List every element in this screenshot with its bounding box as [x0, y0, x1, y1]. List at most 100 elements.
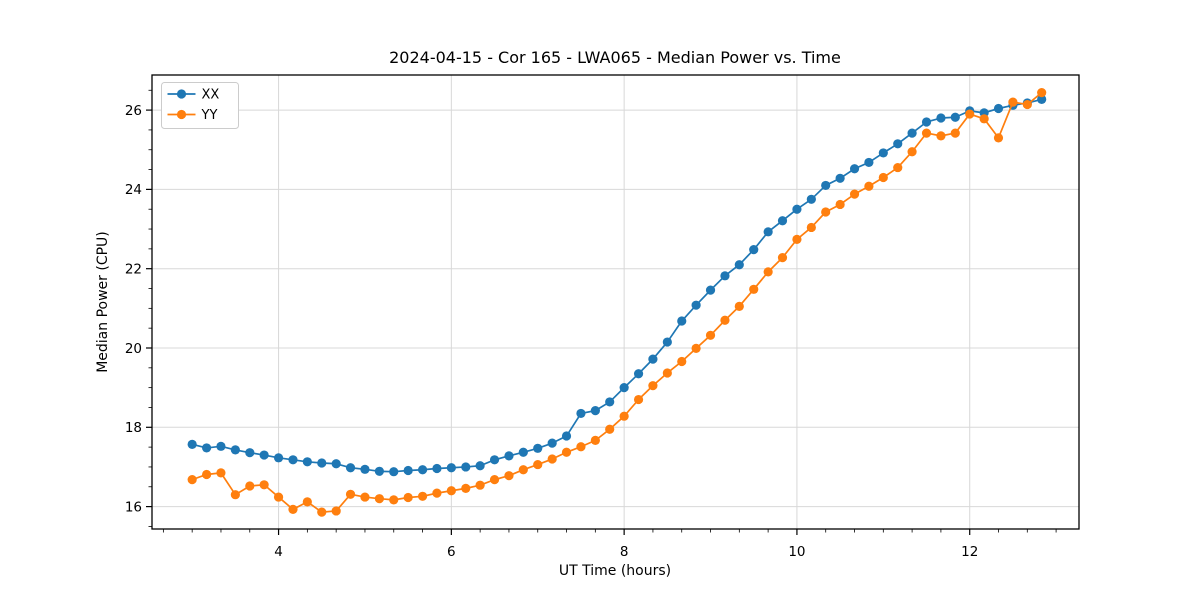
data-point — [979, 114, 989, 124]
data-point — [936, 131, 946, 141]
data-point — [288, 455, 298, 465]
data-point — [590, 435, 600, 445]
data-point — [302, 457, 312, 467]
legend-label-xx: XX — [202, 88, 220, 103]
data-point — [187, 475, 197, 485]
data-point — [432, 463, 442, 474]
data-point — [489, 475, 500, 485]
data-point — [763, 267, 773, 277]
legend-box — [161, 82, 239, 129]
data-point — [230, 490, 240, 500]
data-point — [317, 507, 327, 517]
data-point — [389, 495, 399, 505]
data-point — [993, 103, 1004, 114]
data-point — [446, 486, 456, 496]
data-point — [1008, 97, 1018, 107]
data-point — [619, 383, 629, 393]
data-point — [374, 494, 384, 504]
y-tick-label: 20 — [125, 341, 142, 357]
data-point — [921, 117, 932, 127]
data-point — [331, 459, 341, 469]
axis-ticks — [146, 89, 1057, 535]
data-point — [806, 222, 816, 233]
axes-spines — [151, 74, 1080, 530]
data-point — [518, 465, 528, 475]
data-point — [245, 448, 255, 458]
data-point — [1022, 99, 1032, 110]
data-point — [302, 497, 312, 507]
y-tick-label: 16 — [125, 499, 142, 515]
data-point — [317, 458, 327, 468]
y-axis-label: Median Power (CPU) — [95, 231, 111, 373]
data-point — [749, 245, 759, 255]
data-point — [202, 469, 212, 480]
data-point — [547, 438, 557, 448]
data-point — [633, 394, 644, 405]
data-point — [619, 411, 629, 421]
data-point — [504, 451, 514, 461]
legend: XX YY — [161, 82, 239, 129]
data-point — [849, 189, 860, 199]
data-point — [777, 252, 788, 263]
data-point — [576, 442, 586, 452]
data-point — [273, 492, 284, 502]
data-point — [259, 450, 269, 460]
data-point — [230, 445, 240, 455]
data-point — [705, 285, 716, 295]
data-point — [187, 439, 197, 449]
legend-marker — [176, 109, 187, 120]
data-point — [331, 506, 341, 516]
data-point — [403, 492, 413, 503]
data-point — [345, 489, 356, 499]
series-markers-yy — [187, 88, 1047, 517]
data-point — [374, 466, 384, 476]
data-point — [864, 181, 874, 191]
y-tick-label: 26 — [125, 103, 142, 119]
data-point — [360, 492, 370, 502]
data-point — [864, 157, 874, 168]
data-point — [561, 447, 572, 457]
data-point — [734, 260, 744, 270]
data-point — [605, 397, 615, 407]
data-point — [907, 147, 917, 157]
data-point — [677, 316, 687, 326]
data-point — [821, 207, 831, 217]
data-point — [677, 356, 687, 367]
data-point — [878, 148, 888, 158]
data-point — [662, 337, 672, 347]
x-axis-label: UT Time (hours) — [559, 563, 671, 579]
data-point — [518, 447, 528, 457]
x-tick-label: 4 — [274, 544, 283, 560]
data-point — [921, 128, 932, 138]
data-point — [763, 227, 773, 237]
data-point — [417, 465, 428, 475]
data-series — [187, 88, 1047, 517]
data-point — [993, 133, 1004, 143]
data-point — [533, 443, 543, 453]
data-point — [432, 488, 442, 498]
data-point — [907, 128, 917, 138]
data-point — [345, 463, 356, 473]
data-point — [202, 443, 212, 453]
data-point — [705, 330, 716, 340]
data-point — [216, 468, 226, 478]
data-point — [576, 408, 586, 419]
data-point — [777, 216, 788, 226]
data-point — [446, 463, 456, 473]
data-point — [633, 369, 644, 379]
data-point — [821, 180, 831, 191]
x-tick-label: 12 — [961, 544, 978, 560]
data-point — [605, 424, 615, 434]
data-point — [734, 301, 744, 311]
data-point — [403, 465, 413, 476]
data-point — [792, 234, 802, 244]
x-tick-label: 6 — [447, 544, 456, 560]
data-point — [389, 467, 399, 477]
data-point — [648, 354, 658, 364]
data-point — [245, 481, 255, 491]
data-point — [475, 461, 485, 471]
data-point — [216, 441, 226, 451]
data-point — [360, 464, 370, 474]
data-point — [878, 172, 888, 183]
data-point — [749, 284, 759, 294]
